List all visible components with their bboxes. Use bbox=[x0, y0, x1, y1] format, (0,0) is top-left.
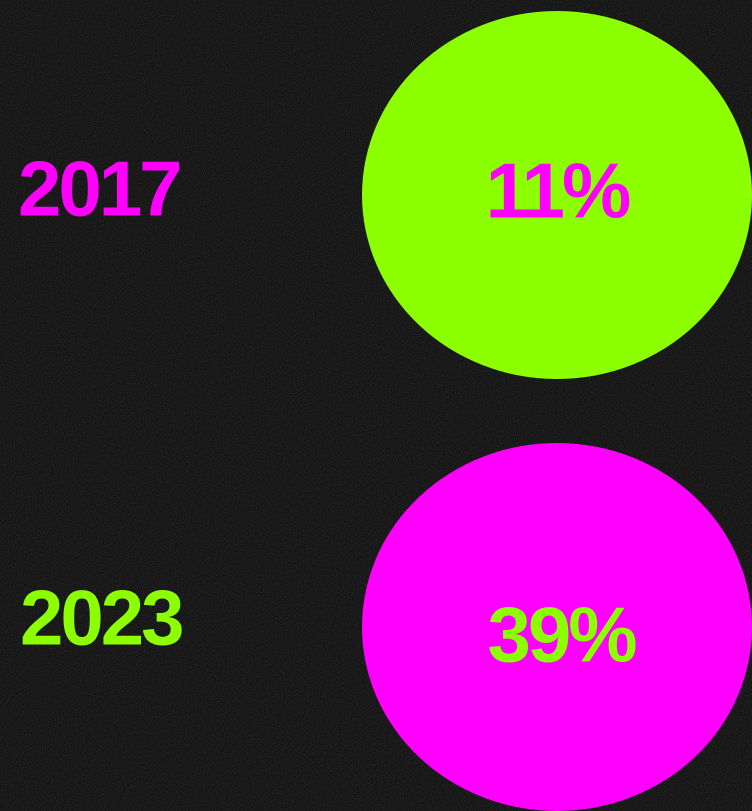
percent-label: 39% bbox=[487, 591, 636, 679]
circle-2017 bbox=[362, 11, 752, 379]
percent-label: 11% bbox=[486, 147, 630, 235]
circle-2023 bbox=[362, 443, 752, 811]
year-label: 2017 bbox=[18, 145, 180, 233]
year-label: 2023 bbox=[20, 574, 182, 662]
